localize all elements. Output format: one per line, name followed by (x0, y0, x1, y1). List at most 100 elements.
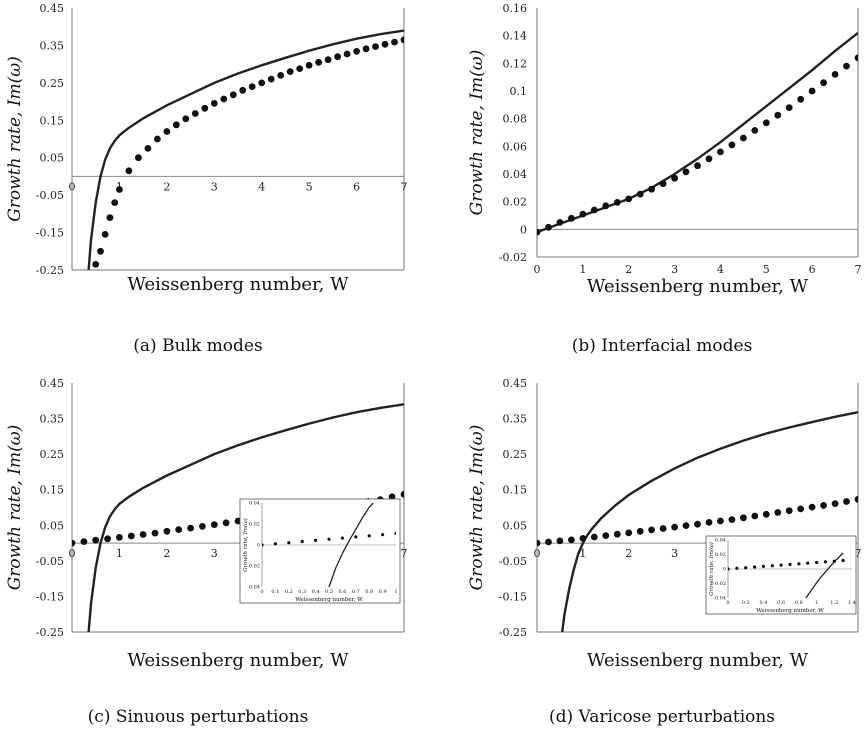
series-line (87, 403, 404, 632)
data-point (705, 155, 713, 163)
y-tick-label: 0.04 (503, 168, 528, 181)
data-point (125, 167, 133, 175)
data-point (728, 516, 736, 523)
y-tick-label: -0.15 (36, 227, 64, 240)
x-tick-label: 5 (763, 263, 770, 276)
y-tick-label: -0.05 (36, 555, 64, 568)
data-point (751, 126, 759, 134)
data-point (72, 539, 76, 547)
y-tick-label: 0.15 (40, 114, 65, 127)
x-tick-label: 3 (671, 547, 678, 560)
data-point (602, 202, 610, 210)
data-point (602, 532, 610, 539)
data-point (381, 40, 389, 48)
data-point (797, 95, 805, 103)
data-point (286, 68, 294, 75)
y-tick-label: 0.35 (40, 413, 65, 426)
data-point (327, 537, 331, 541)
inset-frame (705, 535, 857, 615)
inset-y-tick-label: 0.02 (249, 522, 260, 528)
data-point (545, 223, 552, 231)
data-point (820, 502, 827, 509)
data-point (797, 505, 805, 513)
data-point (262, 543, 264, 547)
data-point (761, 564, 766, 569)
x-tick-label: 1 (579, 263, 586, 276)
y-tick-label: 0.05 (40, 519, 65, 532)
inset-y-tick-label: 0.02 (715, 552, 726, 558)
inset-y-axis-label: Growth rate, Im(ω) (708, 542, 715, 596)
data-point (111, 199, 119, 207)
data-point (625, 529, 633, 537)
inset-x-tick-label: 0.2 (742, 600, 750, 606)
inset-chart: -0.04 -0.02 0 0.02 0.04 0 0.2 0.4 0.6 0.8 1 1.2 1.4 W… (705, 535, 857, 615)
data-point (154, 135, 161, 143)
data-point (625, 195, 633, 203)
data-point (808, 503, 816, 511)
inset-x-tick-label: 0 (260, 589, 263, 595)
data-point (854, 54, 858, 62)
inset-x-tick-label: 1 (815, 600, 818, 606)
inset-x-tick-label: 1.2 (830, 600, 838, 606)
data-point (774, 111, 782, 119)
data-point (556, 537, 564, 545)
data-point (770, 564, 774, 568)
y-tick-label: 0.05 (503, 519, 528, 532)
x-tick-label: 2 (163, 547, 170, 560)
x-tick-label: 2 (625, 547, 632, 560)
data-point (841, 558, 845, 563)
inset-x-tick-label: 0.6 (338, 589, 346, 595)
x-tick-label: 6 (809, 263, 816, 276)
y-tick-label: -0.05 (36, 189, 64, 202)
data-point (80, 538, 88, 545)
data-point (613, 199, 621, 206)
data-point (135, 154, 142, 162)
inset-y-tick-label: 0 (257, 543, 260, 549)
data-point (568, 536, 575, 544)
data-point (659, 525, 667, 532)
data-point (671, 174, 678, 182)
data-point (248, 83, 256, 90)
inset-x-tick-label: 0.5 (325, 589, 333, 595)
data-point (163, 527, 171, 535)
data-point (854, 495, 858, 503)
data-point (354, 535, 358, 539)
data-point (659, 180, 667, 188)
data-point (740, 514, 747, 522)
x-axis-label: Weissenberg number, W (127, 274, 349, 295)
caption: (b) Interfacial modes (572, 336, 753, 356)
inset-x-tick-label: 0.4 (759, 600, 767, 606)
data-point (391, 38, 398, 46)
data-point (315, 58, 322, 66)
series-line (561, 411, 858, 632)
y-tick-label: -0.05 (499, 555, 527, 568)
y-tick-label: -0.25 (36, 626, 64, 639)
data-point (144, 145, 152, 152)
y-tick-label: -0.25 (36, 264, 64, 277)
data-point (372, 43, 379, 50)
data-point (92, 536, 100, 544)
panel-d-varicose-perturbations: -0.25-0.15-0.050.050.150.250.350.4501234… (467, 377, 862, 727)
y-tick-label: 0.15 (503, 484, 528, 497)
inset-x-tick-label: 0.1 (271, 589, 279, 595)
data-point (334, 53, 341, 61)
data-point (744, 566, 748, 570)
inset-x-tick-label: 0 (726, 600, 729, 606)
data-point (717, 517, 724, 525)
x-tick-label: 7 (401, 547, 408, 560)
x-tick-label: 7 (401, 180, 408, 193)
data-point (537, 228, 541, 236)
x-tick-label: 1 (116, 547, 123, 560)
data-point (400, 490, 404, 498)
inset-y-tick-label: -0.04 (713, 596, 726, 602)
data-point (831, 500, 839, 507)
data-point (788, 562, 792, 567)
x-axis-label: Weissenberg number, W (127, 650, 349, 671)
data-point (705, 519, 713, 526)
y-tick-label: 0.25 (503, 448, 528, 461)
x-tick-label: 0 (534, 263, 541, 276)
inset-x-tick-label: 0.2 (285, 589, 293, 595)
inset-y-tick-label: 0 (723, 567, 726, 573)
data-point (568, 214, 575, 222)
